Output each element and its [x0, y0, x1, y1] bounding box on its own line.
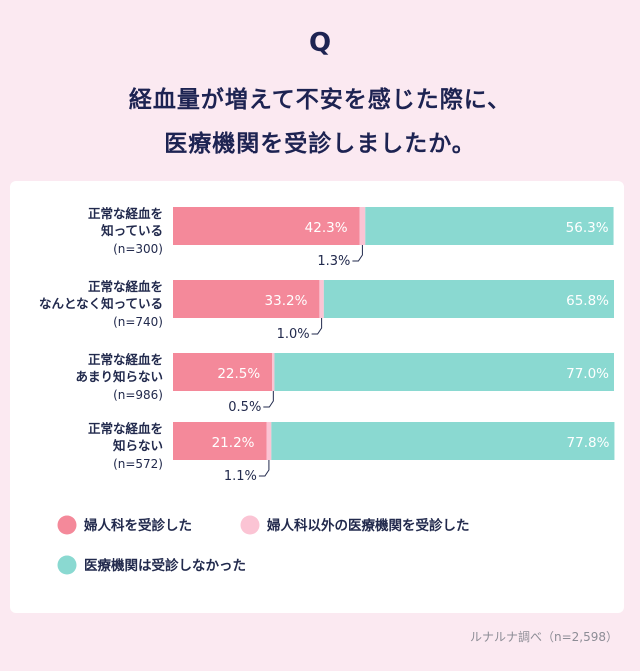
data-label: 56.3%: [566, 220, 609, 236]
bar-segment: [266, 422, 272, 460]
category-label: 知らない: [112, 438, 163, 453]
bar-segment: [173, 207, 360, 245]
data-label: 1.0%: [277, 327, 310, 342]
legend-label: 医療機関は受診しなかった: [84, 557, 246, 574]
bar-segment: [271, 422, 615, 460]
question-mark: Q: [308, 28, 332, 58]
data-label: 77.8%: [567, 435, 610, 451]
category-label: あまり知らない: [75, 369, 163, 384]
category-label: 正常な経血を: [88, 352, 163, 367]
data-label: 1.3%: [317, 254, 350, 269]
category-n-label: (n=986): [113, 388, 163, 402]
page-title-line-1: 経血量が増えて不安を感じた際に、: [128, 87, 512, 113]
legend-swatch: [57, 555, 77, 575]
data-label: 65.8%: [566, 293, 609, 309]
legend-label: 婦人科以外の医療機関を受診した: [266, 517, 470, 534]
data-label: 1.1%: [224, 469, 257, 484]
legend-swatch: [57, 515, 77, 535]
bar-segment: [173, 353, 273, 391]
category-n-label: (n=740): [113, 315, 163, 329]
bar-segment: [173, 280, 320, 318]
bar-segment: [319, 280, 324, 318]
bar-segment: [359, 207, 366, 245]
data-label: 33.2%: [265, 293, 308, 309]
bar-segment: [365, 207, 614, 245]
data-label: 0.5%: [228, 400, 261, 415]
leader-line: [311, 318, 323, 335]
category-label: 正常な経血を: [88, 279, 163, 294]
bar-segment: [272, 353, 275, 391]
leader-line: [263, 391, 274, 408]
leader-line: [352, 245, 363, 262]
category-label: 知っている: [100, 223, 163, 238]
legend-label: 婦人科を受診した: [83, 517, 192, 534]
legend-swatch: [240, 515, 260, 535]
data-label: 22.5%: [217, 366, 260, 382]
category-label: 正常な経血を: [88, 206, 163, 221]
data-label: 77.0%: [566, 366, 609, 382]
category-label: なんとなく知っている: [39, 296, 163, 311]
bar-segment: [274, 353, 614, 391]
data-label: 21.2%: [212, 435, 255, 451]
category-n-label: (n=572): [113, 457, 163, 471]
category-label: 正常な経血を: [88, 421, 163, 436]
bar-segment: [323, 280, 614, 318]
bar-segment: [173, 422, 267, 460]
data-label: 42.3%: [305, 220, 348, 236]
page-title-line-2: 医療機関を受診しましたか。: [164, 131, 476, 157]
leader-line: [258, 460, 270, 477]
chart-panel: 正常な経血を 知っている (n=300) 42.3% 56.3% 1.3% 正常な経血を なん…: [10, 181, 624, 613]
category-n-label: (n=300): [113, 242, 163, 256]
source-note: ルナルナ調べ（n=2,598）: [469, 630, 618, 644]
